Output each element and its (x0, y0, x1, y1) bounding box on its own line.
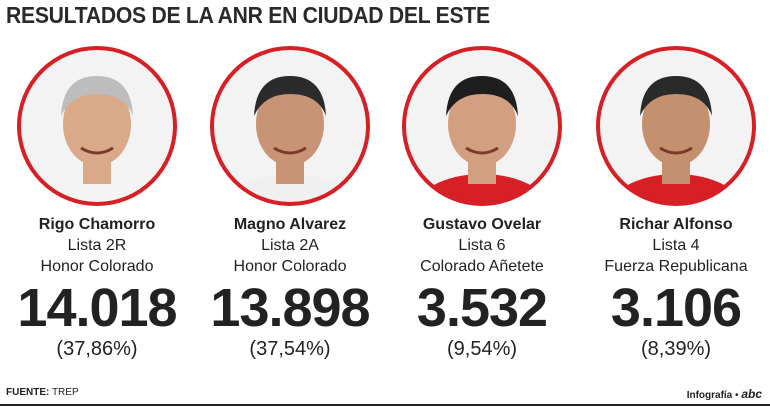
source: TREP (51, 387, 79, 398)
candidate-card: Gustavo Ovelar Lista 6 Colorado Añetete … (387, 44, 577, 361)
candidate-movement: Colorado Añetete (420, 258, 544, 275)
candidate-percent: (37,86%) (56, 338, 138, 360)
bottom-rule (0, 404, 770, 406)
source-line: FUENTE: TREP (6, 387, 79, 398)
candidate-percent: (8,39%) (640, 338, 712, 360)
candidate-name: Richar Alfonso (619, 216, 733, 233)
candidate-votes: 3.532 (416, 278, 548, 338)
credit: Infografía (686, 390, 733, 401)
candidate-movement: Fuerza Republicana (604, 258, 748, 275)
candidate-list: Lista 4 (652, 237, 700, 254)
candidate-list: Lista 2A (261, 237, 319, 254)
candidate-card: Rigo Chamorro Lista 2R Honor Colorado 14… (2, 44, 192, 361)
candidate-percent: (9,54%) (446, 338, 518, 360)
candidate-votes: 14.018 (17, 278, 177, 338)
logo: abc (741, 387, 762, 401)
credit-line: Infografía • abc (686, 387, 762, 401)
candidate-photo (17, 46, 177, 206)
candidate-name: Rigo Chamorro (38, 216, 156, 233)
candidate-card: Richar Alfonso Lista 4 Fuerza Republican… (581, 44, 770, 361)
candidate-percent: (37,54%) (249, 338, 331, 360)
candidate-photo (210, 46, 370, 206)
candidate-votes: 13.898 (210, 278, 370, 338)
candidate-votes: 3.106 (610, 278, 742, 338)
title: RESULTADOS DE LA ANR EN CIUDAD DEL ESTE (6, 2, 490, 28)
candidate-list: Lista 6 (458, 237, 506, 254)
candidate-photo (596, 46, 756, 206)
candidate-movement: Honor Colorado (233, 258, 347, 275)
candidate-name: Magno Alvarez (233, 216, 347, 233)
candidate-list: Lista 2R (67, 237, 127, 254)
candidate-card: Magno Alvarez Lista 2A Honor Colorado 13… (195, 44, 385, 361)
candidate-photo (402, 46, 562, 206)
source-label: FUENTE: (6, 387, 50, 398)
candidate-name: Gustavo Ovelar (422, 216, 542, 233)
candidate-movement: Honor Colorado (40, 258, 154, 275)
